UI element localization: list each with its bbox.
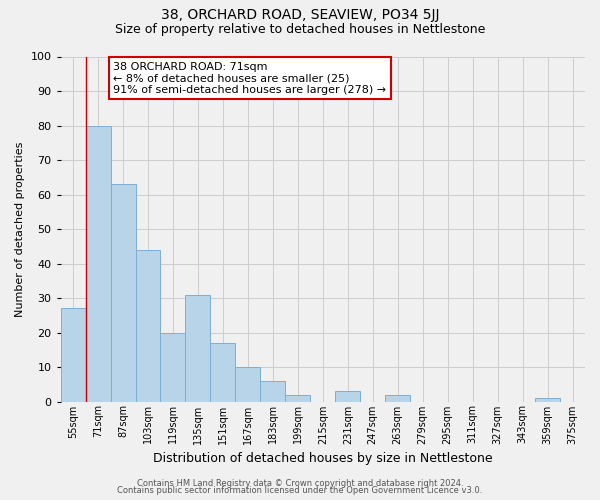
Text: Contains public sector information licensed under the Open Government Licence v3: Contains public sector information licen…	[118, 486, 482, 495]
X-axis label: Distribution of detached houses by size in Nettlestone: Distribution of detached houses by size …	[153, 452, 493, 465]
Text: Size of property relative to detached houses in Nettlestone: Size of property relative to detached ho…	[115, 22, 485, 36]
Text: 38 ORCHARD ROAD: 71sqm
← 8% of detached houses are smaller (25)
91% of semi-deta: 38 ORCHARD ROAD: 71sqm ← 8% of detached …	[113, 62, 386, 95]
Bar	[136, 250, 160, 402]
Bar	[211, 343, 235, 402]
Bar	[235, 367, 260, 402]
Bar	[385, 394, 410, 402]
Bar	[185, 294, 211, 402]
Text: Contains HM Land Registry data © Crown copyright and database right 2024.: Contains HM Land Registry data © Crown c…	[137, 478, 463, 488]
Y-axis label: Number of detached properties: Number of detached properties	[15, 142, 25, 316]
Bar	[335, 391, 360, 402]
Bar	[86, 126, 110, 402]
Text: 38, ORCHARD ROAD, SEAVIEW, PO34 5JJ: 38, ORCHARD ROAD, SEAVIEW, PO34 5JJ	[161, 8, 439, 22]
Bar	[535, 398, 560, 402]
Bar	[110, 184, 136, 402]
Bar	[160, 332, 185, 402]
Bar	[286, 394, 310, 402]
Bar	[260, 381, 286, 402]
Bar	[61, 308, 86, 402]
